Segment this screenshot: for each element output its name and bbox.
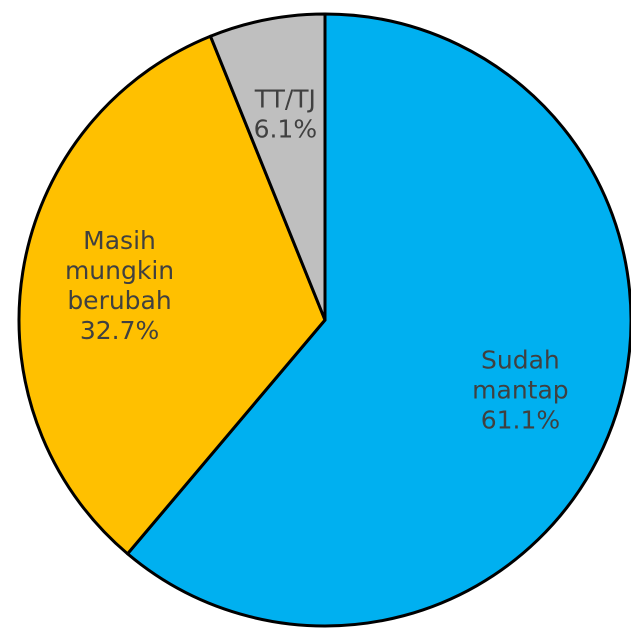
pie-slice (17, 34, 327, 556)
category-label: Sudah mantap (472, 345, 569, 404)
value-label: 32.7% (80, 316, 159, 345)
pie-slice (126, 12, 631, 628)
value-label: 61.1% (481, 405, 560, 434)
category-label: TT/TJ (254, 85, 316, 114)
slice-label: TT/TJ6.1% (254, 85, 318, 144)
pie-slice (208, 12, 327, 322)
category-label: Masih mungkin berubah (65, 226, 174, 315)
value-label: 6.1% (254, 115, 318, 144)
